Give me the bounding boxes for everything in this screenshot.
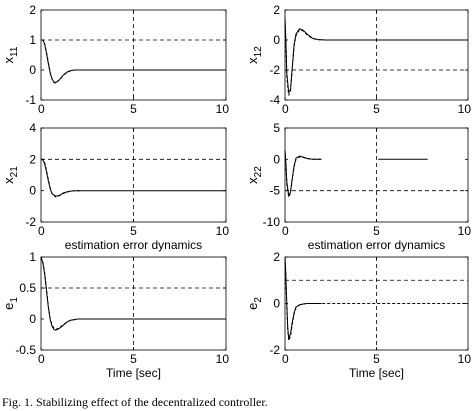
y-tick-label: -2: [269, 63, 280, 77]
series-line-1: [284, 149, 322, 198]
series-line-2: [284, 153, 322, 199]
y-tick-label: 0: [29, 312, 36, 326]
x-axis-label: Time [sec]: [349, 366, 404, 380]
y-tick-label: -4: [269, 93, 280, 107]
y-axis-label-main: e: [1, 303, 16, 310]
x-tick-label: 5: [373, 352, 380, 366]
x-axis-label: estimation error dynamics: [65, 238, 202, 252]
y-tick-label: 1: [29, 250, 36, 264]
y-axis-label: x22: [245, 166, 264, 184]
chart-panel-2: 0 5 10 -4 -2 0 2 x12: [245, 3, 471, 116]
x-tick-label: 5: [130, 352, 137, 366]
figure-caption: Fig. 1. Stabilizing effect of the decent…: [2, 395, 268, 409]
x-tick-label: 0: [282, 352, 289, 366]
y-tick-label: 0: [273, 297, 280, 311]
series-line-2: [41, 158, 82, 198]
x-tick-label: 0: [282, 224, 289, 238]
series-line-1: [284, 256, 322, 339]
y-tick-label: -5: [269, 184, 280, 198]
y-tick-label: -2: [25, 215, 36, 229]
y-tick-label: 2: [273, 250, 280, 264]
y-axis-label-main: x: [1, 56, 16, 63]
x-tick-label: 10: [216, 224, 230, 238]
x-tick-label: 5: [373, 102, 380, 116]
y-axis-label-subscript: 11: [9, 46, 20, 57]
y-tick-label: 0: [273, 33, 280, 47]
y-tick-label: 5: [273, 121, 280, 135]
y-tick-label: 0: [29, 184, 36, 198]
y-tick-label: -2: [269, 343, 280, 357]
chart-panel-4: 0 5 10 -10 -5 0 5 x22 estimation error dynamics: [245, 121, 471, 252]
y-tick-label: 2: [29, 3, 36, 17]
x-tick-label: 10: [216, 102, 230, 116]
y-tick-label: -10: [263, 215, 281, 229]
x-tick-label: 5: [373, 224, 380, 238]
x-tick-label: 5: [130, 102, 137, 116]
y-axis-label: x12: [245, 46, 264, 64]
x-tick-label: 10: [216, 352, 230, 366]
x-tick-label: 0: [38, 102, 45, 116]
y-tick-label: 2: [273, 3, 280, 17]
x-axis-label: Time [sec]: [106, 366, 161, 380]
series-line-2: [41, 39, 88, 84]
y-axis-label: e1: [1, 297, 20, 310]
y-axis-label: e2: [245, 297, 264, 310]
y-tick-label: -1: [25, 93, 36, 107]
y-axis-label-subscript: 22: [253, 166, 264, 178]
y-tick-label: 2: [29, 152, 36, 166]
x-tick-label: 5: [130, 224, 137, 238]
y-axis-label: x21: [1, 166, 20, 184]
series-line-2: [284, 256, 468, 341]
x-tick-label: 10: [458, 102, 472, 116]
x-tick-label: 10: [458, 224, 472, 238]
y-axis-label-main: e: [245, 303, 260, 310]
y-axis-label-main: x: [245, 57, 260, 64]
y-tick-label: 0: [273, 152, 280, 166]
y-tick-label: 1: [29, 33, 36, 47]
y-axis-label-main: x: [1, 177, 16, 184]
x-tick-label: 0: [38, 224, 45, 238]
y-tick-label: 4: [29, 121, 36, 135]
y-tick-label: 0.5: [19, 281, 36, 295]
y-axis-label-subscript: 12: [253, 46, 264, 58]
y-axis-label-subscript: 1: [9, 297, 20, 303]
y-axis-label-main: x: [245, 177, 260, 184]
y-axis-label-subscript: 2: [253, 297, 264, 303]
y-tick-label: -0.5: [15, 343, 36, 357]
series-line-2: [40, 256, 88, 331]
y-tick-label: 0: [29, 63, 36, 77]
y-axis-label: x11: [1, 46, 20, 63]
y-axis-label-subscript: 21: [9, 166, 20, 178]
x-axis-label: estimation error dynamics: [308, 238, 445, 252]
x-tick-label: 10: [458, 352, 472, 366]
x-tick-label: 0: [282, 102, 289, 116]
x-tick-label: 0: [38, 352, 45, 366]
